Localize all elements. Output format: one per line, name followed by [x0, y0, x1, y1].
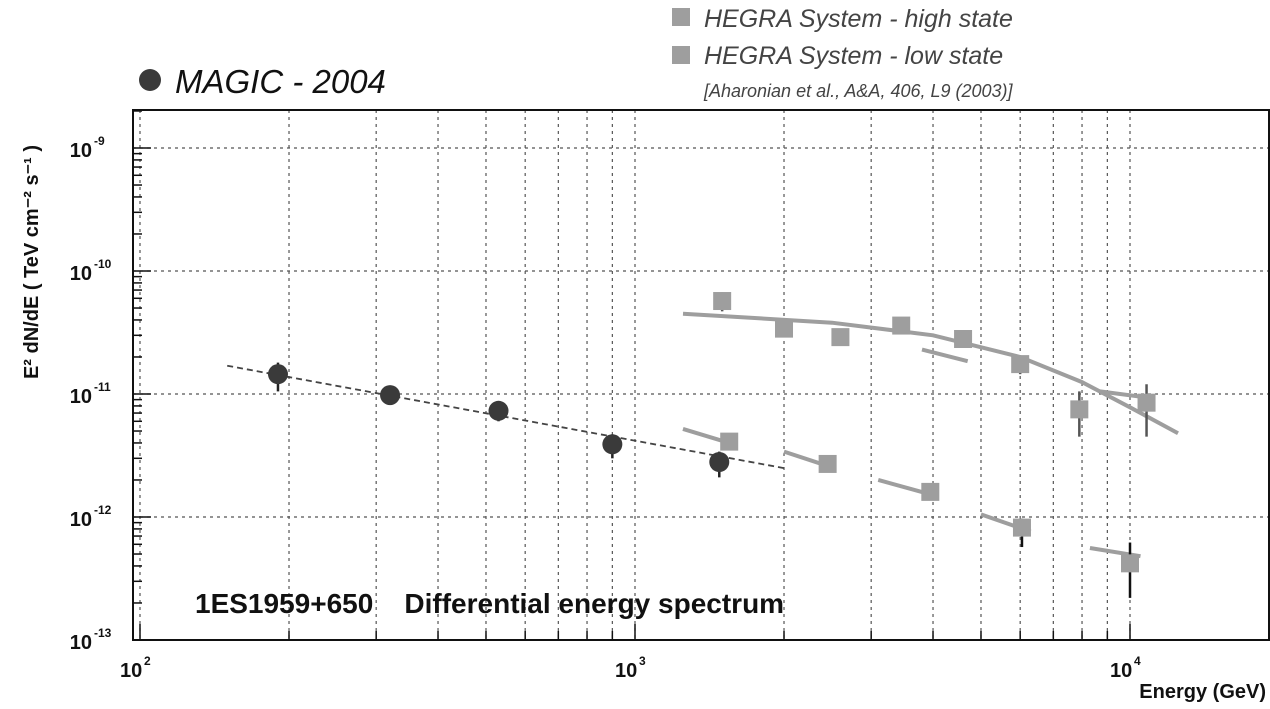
hegra-high-fit-line: [682, 311, 1179, 435]
y-tick-label-exponent: -12: [94, 503, 112, 517]
y-tick-label: 10 -13: [70, 626, 112, 654]
y-tick-label-base: 10: [70, 386, 92, 408]
hegra-low-point: [921, 482, 940, 501]
legend-marker-high-state: [672, 8, 690, 26]
hegra-fit-segment: [921, 347, 969, 364]
hegra-high-point: [1011, 355, 1030, 374]
y-tick-label-base: 10: [70, 140, 92, 162]
legend-marker-low-state: [672, 46, 690, 64]
x-tick-label-exponent: 2: [144, 654, 151, 668]
hegra-high-point: [775, 319, 794, 338]
y-tick-label: 10 -10: [70, 257, 112, 285]
x-tick-label-base: 10: [120, 660, 142, 682]
hegra-high-point: [831, 328, 850, 347]
hegra-high-point: [892, 316, 911, 335]
data-points: [267, 292, 1156, 598]
legend-label-low-state: HEGRA System - low state: [704, 42, 1003, 70]
legend: HEGRA System - high state HEGRA System -…: [139, 5, 1014, 101]
magic-point: [488, 400, 509, 421]
hegra-low-point: [1121, 554, 1139, 573]
grid-layer: [133, 110, 1269, 640]
y-tick-label: 10 -12: [70, 503, 112, 531]
legend-label-high-state: HEGRA System - high state: [704, 5, 1013, 33]
y-tick-label-exponent: -10: [94, 257, 112, 271]
x-tick-label: 10 2: [120, 654, 151, 682]
legend-marker-magic: [139, 69, 161, 91]
legend-label-magic: MAGIC - 2004: [175, 63, 386, 100]
legend-reference: [Aharonian et al., A&A, 406, L9 (2003)]: [703, 81, 1014, 101]
y-tick-label-base: 10: [70, 509, 92, 531]
x-tick-label: 10 4: [1110, 654, 1141, 682]
y-tick-label-exponent: -11: [94, 380, 111, 394]
x-axis-title: Energy (GeV): [1139, 681, 1266, 703]
y-tick-label: 10 -11: [70, 380, 111, 408]
magic-point: [709, 451, 730, 472]
y-tick-label: 10 -9: [70, 134, 105, 162]
hegra-low-point: [1012, 518, 1031, 537]
hegra-fit-segment: [877, 478, 929, 496]
y-tick-label-exponent: -9: [94, 134, 105, 148]
x-tick-label-base: 10: [1110, 660, 1132, 682]
hegra-low-point: [720, 432, 739, 451]
hegra-low-point: [818, 454, 837, 473]
x-tick-label: 10 3: [615, 654, 646, 682]
y-axis-title: E² dN/dE ( TeV cm⁻² s⁻¹ ): [21, 145, 43, 379]
hegra-high-point: [713, 292, 732, 311]
magic-point: [602, 434, 623, 455]
magic-point: [380, 385, 401, 406]
y-tick-label-base: 10: [70, 263, 92, 285]
x-tick-label-exponent: 4: [1134, 654, 1141, 668]
hegra-high-point: [954, 329, 973, 348]
x-tick-label-base: 10: [615, 660, 637, 682]
chart-title: 1ES1959+650 Differential energy spectrum: [195, 588, 784, 619]
magic-point: [267, 364, 288, 385]
hegra-high-point: [1137, 393, 1156, 412]
y-tick-label-base: 10: [70, 632, 92, 654]
plot-frame: [132, 109, 1270, 641]
hegra-high-point: [1070, 400, 1089, 419]
x-tick-label-exponent: 3: [639, 654, 646, 668]
y-tick-label-exponent: -13: [94, 626, 112, 640]
fit-lines: [227, 311, 1179, 559]
